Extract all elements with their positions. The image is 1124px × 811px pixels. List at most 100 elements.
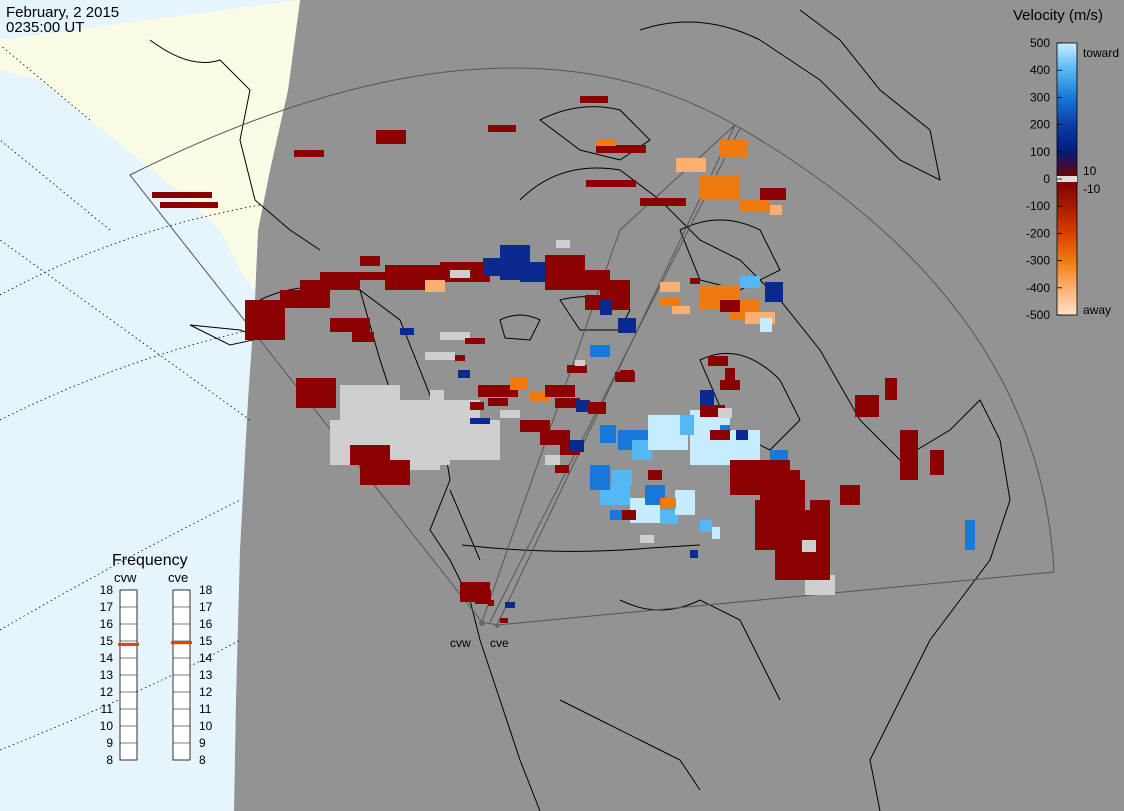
scatter-cell bbox=[885, 378, 897, 400]
scatter-cell bbox=[610, 510, 624, 520]
scatter-cell bbox=[580, 96, 608, 103]
scatter-cell bbox=[725, 368, 735, 380]
scatter-cell bbox=[710, 430, 730, 440]
frequency-scale-left-label: 15 bbox=[100, 634, 114, 648]
legend-tick-label: 300 bbox=[1030, 90, 1050, 104]
frequency-scale-left-label: 10 bbox=[100, 719, 114, 733]
scatter-cell bbox=[708, 356, 728, 366]
scatter-cell bbox=[802, 540, 816, 552]
frequency-scale-left-label: 8 bbox=[106, 753, 113, 767]
frequency-indicator-cvw bbox=[118, 642, 139, 646]
scatter-cell bbox=[600, 300, 612, 315]
scatter-cell bbox=[520, 420, 550, 432]
frequency-indicator-cve bbox=[171, 641, 192, 645]
scatter-cell bbox=[770, 205, 782, 215]
scatter-cell bbox=[430, 390, 444, 400]
scatter-cell bbox=[588, 402, 606, 414]
legend-title: Velocity (m/s) bbox=[1013, 7, 1103, 24]
frequency-scale-right-label: 14 bbox=[199, 651, 213, 665]
legend-tick-label: 200 bbox=[1030, 118, 1050, 132]
scatter-cell bbox=[300, 280, 360, 290]
station-label-cvw: cvw bbox=[450, 636, 471, 650]
scatter-cell bbox=[596, 140, 616, 146]
sunlit-land-region bbox=[0, 0, 300, 290]
scatter-cell bbox=[440, 332, 470, 340]
frequency-scale-right-label: 18 bbox=[199, 583, 213, 597]
frequency-scale-right-label: 16 bbox=[199, 617, 213, 631]
legend-tick-label: 500 bbox=[1030, 36, 1050, 50]
scatter-cell bbox=[475, 590, 491, 604]
scatter-cell bbox=[640, 198, 686, 206]
scatter-cell bbox=[700, 175, 740, 200]
scatter-cell bbox=[672, 306, 690, 314]
scatter-cell bbox=[700, 390, 714, 405]
scatter-cell bbox=[632, 440, 652, 460]
scatter-cell bbox=[840, 485, 860, 505]
scatter-cell bbox=[660, 510, 678, 524]
scatter-cell bbox=[576, 400, 590, 412]
scatter-cell bbox=[465, 338, 485, 344]
frequency-radar-label-cve: cve bbox=[168, 570, 188, 585]
scatter-cell bbox=[720, 380, 740, 390]
legend-tick-label: -500 bbox=[1026, 308, 1050, 322]
frequency-scale-right-label: 12 bbox=[199, 685, 213, 699]
time-label: 0235:00 UT bbox=[6, 19, 84, 36]
legend-tick-label: 100 bbox=[1030, 145, 1050, 159]
scatter-cell bbox=[376, 130, 406, 144]
frequency-panel: Frequency cvw cve 18 17 16 15 14 13 12 11 10 9 8 18… bbox=[100, 552, 213, 767]
scatter-cell bbox=[455, 355, 465, 361]
frequency-scale-left-label: 17 bbox=[100, 600, 114, 614]
scatter-cell bbox=[567, 365, 587, 373]
scatter-cell bbox=[330, 318, 370, 332]
frequency-scale-left-label: 18 bbox=[100, 583, 114, 597]
scatter-cell bbox=[718, 408, 732, 418]
legend-tick-label: -200 bbox=[1026, 226, 1050, 240]
legend-tick-label: -400 bbox=[1026, 281, 1050, 295]
scatter-cell bbox=[488, 125, 516, 132]
scatter-cell bbox=[570, 440, 584, 452]
scatter-cell bbox=[720, 300, 740, 312]
scatter-cell bbox=[660, 298, 680, 306]
scatter-cell bbox=[152, 192, 212, 198]
scatter-cell bbox=[712, 527, 720, 539]
scatter-cell bbox=[352, 332, 374, 342]
scatter-cell bbox=[545, 385, 575, 397]
frequency-scale-right-label: 8 bbox=[199, 753, 206, 767]
scatter-cell bbox=[700, 520, 712, 532]
scatter-cell bbox=[648, 470, 662, 480]
frequency-scale-right-label: 9 bbox=[199, 736, 206, 750]
scatter-cell bbox=[545, 455, 560, 465]
scatter-cell bbox=[720, 140, 748, 158]
scatter-cell bbox=[575, 360, 585, 366]
scatter-cell bbox=[410, 450, 440, 470]
legend-tick-10: 10 bbox=[1083, 164, 1097, 178]
scatter-cell bbox=[690, 278, 700, 284]
legend-tick-label: -300 bbox=[1026, 254, 1050, 268]
scatter-cell bbox=[483, 258, 503, 276]
scatter-cell bbox=[520, 262, 550, 282]
scatter-cell bbox=[400, 328, 414, 335]
scatter-cell bbox=[900, 430, 918, 480]
scatter-cell bbox=[740, 200, 770, 212]
scatter-cell bbox=[590, 345, 610, 357]
scatter-cell bbox=[505, 602, 515, 608]
scatter-cell bbox=[760, 188, 786, 200]
station-label-cve: cve bbox=[490, 636, 509, 650]
scatter-cell bbox=[500, 410, 520, 418]
frequency-scale-left-label: 9 bbox=[106, 736, 113, 750]
scatter-cell bbox=[280, 290, 330, 308]
scatter-cell bbox=[500, 618, 508, 623]
scatter-cell bbox=[680, 415, 694, 435]
scatter-cell bbox=[360, 460, 410, 485]
scatter-cell bbox=[294, 150, 324, 157]
scatter-cell bbox=[596, 145, 646, 153]
scatter-cell bbox=[470, 402, 484, 410]
scatter-cell bbox=[618, 318, 636, 333]
scatter-cell bbox=[765, 282, 783, 302]
frequency-scale-left-label: 12 bbox=[100, 685, 114, 699]
frequency-scale-right-label: 13 bbox=[199, 668, 213, 682]
scatter-cells bbox=[152, 96, 975, 623]
scatter-cell bbox=[740, 276, 760, 288]
